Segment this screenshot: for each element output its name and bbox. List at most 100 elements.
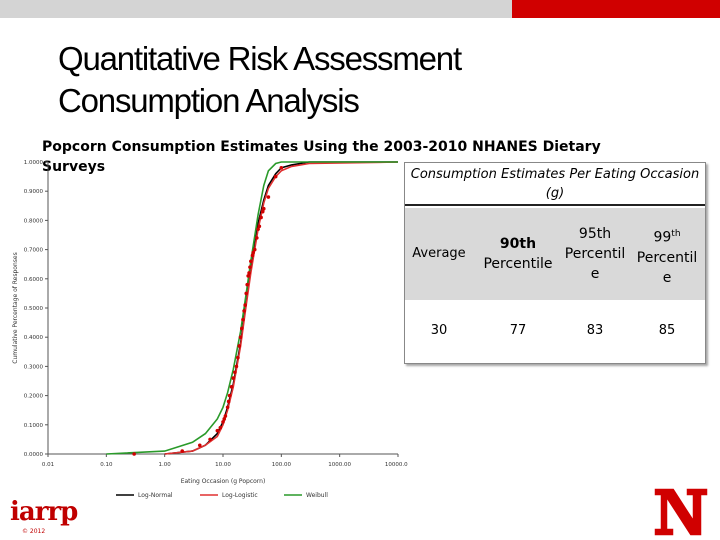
- value-average: 30: [430, 323, 448, 338]
- x-tick-label: 0.01: [42, 462, 54, 468]
- legend-label-log-normal: Log-Normal: [138, 492, 173, 499]
- y-tick-label: 0.8000: [24, 218, 44, 224]
- observed-point: [180, 449, 185, 453]
- observed-point: [242, 309, 246, 313]
- observed-point: [223, 414, 228, 418]
- iarrp-copyright: © 2012: [22, 528, 46, 535]
- n-letter-shape: [653, 487, 709, 537]
- observed-point: [243, 303, 247, 307]
- observed-point: [257, 224, 262, 229]
- observed-point: [237, 344, 242, 348]
- table-column-headers: Average 90th Percentile 95th Percentil e…: [405, 208, 705, 300]
- top-bar-divider: [0, 18, 720, 20]
- column-header-average: Average: [412, 246, 466, 261]
- top-bar-gray: [0, 0, 512, 18]
- observed-point: [248, 265, 252, 269]
- observed-point: [225, 405, 230, 410]
- value-99th: 85: [658, 323, 676, 338]
- observed-point: [208, 437, 212, 442]
- column-header-99th-line3: e: [662, 269, 672, 286]
- observed-point: [233, 370, 237, 375]
- slide-subtitle: Popcorn Consumption Estimates Using the …: [42, 139, 601, 175]
- observed-point: [231, 376, 236, 380]
- observed-point: [239, 326, 244, 331]
- observed-point: [234, 364, 239, 369]
- y-tick-label: 0.3000: [24, 364, 44, 370]
- column-header-95th-line2: Percentil: [564, 246, 626, 262]
- slide-title-line2: Consumption Analysis: [58, 82, 360, 119]
- observed-point: [226, 399, 231, 404]
- y-tick-label: 0.7000: [24, 248, 44, 254]
- x-tick-label: 100.00: [272, 462, 292, 468]
- top-bar-red: [512, 0, 720, 18]
- y-tick-label: 0.1000: [24, 423, 44, 429]
- observed-point: [256, 227, 260, 231]
- x-tick-label: 1.00: [159, 462, 172, 468]
- y-tick-label: 1.0000: [24, 160, 44, 166]
- observed-point: [218, 425, 223, 430]
- observed-point: [229, 385, 234, 389]
- iarrp-logo-word: iarrp: [10, 497, 78, 527]
- observed-point: [250, 253, 255, 258]
- observed-point: [245, 282, 250, 287]
- top-color-bar: [0, 0, 720, 20]
- legend-label-log-logistic: Log-Logistic: [222, 492, 258, 499]
- y-tick-label: 0.9000: [24, 189, 44, 195]
- observed-point: [215, 428, 220, 433]
- y-tick-label: 0.4000: [24, 335, 44, 341]
- observed-point: [279, 166, 284, 170]
- column-header-90th: 90th Percentile: [479, 234, 557, 274]
- observed-point: [221, 420, 225, 424]
- observed-point: [244, 291, 249, 296]
- observed-point: [247, 271, 251, 275]
- observed-point: [259, 215, 263, 220]
- slide-title-line1: Quantitative Risk Assessment: [58, 40, 462, 77]
- column-header-90th-line1: 90th: [499, 236, 537, 252]
- y-axis-label: Cumulative Percentage of Responses: [12, 252, 19, 363]
- nebraska-n-logo: N: [653, 487, 709, 537]
- consumption-table: Consumption Estimates Per Eating Occasio…: [404, 162, 706, 364]
- observed-point: [227, 393, 232, 398]
- observed-point: [251, 250, 256, 255]
- column-header-95th-line3: e: [590, 266, 600, 282]
- series-line-weibull: [106, 161, 398, 455]
- observed-point: [255, 236, 259, 240]
- x-axis-label: Eating Occasion (g Popcorn): [181, 478, 266, 485]
- column-header-99th-suffix: th: [671, 229, 681, 239]
- iarrp-logo: iarrp © 2012: [10, 498, 90, 538]
- column-header-99th: 99th Percentil e: [631, 224, 703, 288]
- observed-point: [132, 452, 136, 456]
- column-header-99th-number: 99: [653, 229, 672, 246]
- x-tick-label: 10000.00: [385, 462, 408, 468]
- observed-point: [241, 317, 245, 322]
- y-tick-label: 0.6000: [24, 277, 44, 283]
- x-tick-label: 0.10: [100, 462, 113, 468]
- observed-point: [249, 259, 253, 264]
- value-90th: 77: [509, 323, 527, 338]
- column-header-99th-line2: Percentil: [636, 249, 698, 266]
- observed-point: [238, 335, 243, 339]
- observed-point: [261, 206, 266, 211]
- observed-point: [246, 274, 250, 278]
- legend-label-weibull: Weibull: [306, 492, 328, 499]
- observed-point: [266, 195, 271, 199]
- table-values-row: 30 77 83 85: [405, 300, 705, 362]
- value-95th: 83: [586, 323, 604, 338]
- observed-point: [197, 443, 202, 448]
- y-tick-label: 0.0000: [24, 452, 44, 458]
- y-tick-label: 0.5000: [24, 306, 44, 312]
- y-tick-label: 0.2000: [24, 394, 44, 400]
- cumulative-distribution-chart: 0.0000 0.1000 0.2000 0.3000 0.4000 0.5000 0.60…: [12, 160, 408, 499]
- x-tick-label: 1000.00: [328, 462, 351, 468]
- observed-point: [236, 355, 240, 360]
- observed-point: [260, 209, 265, 214]
- x-tick-label: 10.00: [215, 462, 231, 468]
- observed-point: [252, 247, 257, 252]
- table-header: Consumption Estimates Per Eating Occasio…: [405, 163, 705, 206]
- column-header-99th-line1: 99th: [631, 224, 703, 248]
- column-header-90th-line2: Percentile: [483, 256, 553, 272]
- observed-point: [273, 174, 278, 179]
- series-line-log-normal: [164, 161, 398, 455]
- slide-title: Quantitative Risk Assessment Consumption…: [58, 38, 462, 122]
- observed-point: [222, 417, 227, 421]
